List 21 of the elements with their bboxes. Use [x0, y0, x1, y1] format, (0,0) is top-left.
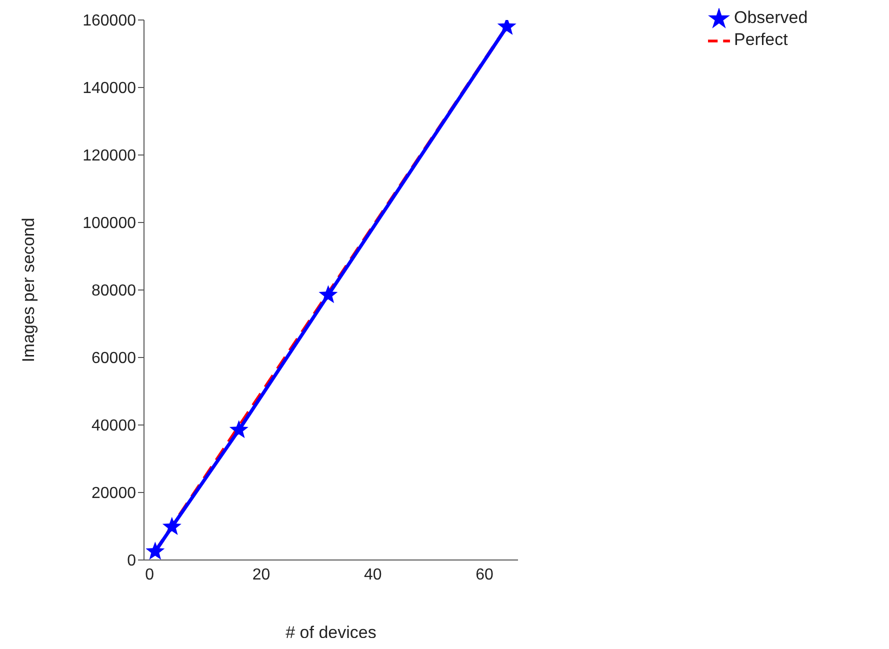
legend-label: Perfect — [734, 30, 788, 50]
point — [229, 420, 248, 438]
y-tick-label: 40000 — [92, 418, 136, 435]
y-tick-label: 0 — [127, 552, 136, 570]
point — [146, 542, 165, 560]
x-axis-title: # of devices — [286, 623, 376, 642]
y-axis-title: Images per second — [19, 218, 38, 362]
y-tick-label: 60000 — [92, 350, 136, 368]
y-tick-label: 160000 — [82, 12, 136, 30]
x-tick-label: 0 — [145, 566, 154, 584]
y-tick-label: 100000 — [82, 215, 136, 232]
legend-label: Observed — [734, 8, 808, 28]
x-tick-label: 40 — [364, 566, 382, 584]
x-tick-label: 60 — [476, 566, 494, 584]
y-tick-label: 140000 — [82, 80, 136, 98]
y-tick-label: 20000 — [92, 485, 136, 502]
point — [162, 516, 182, 536]
x-tick-label: 20 — [252, 566, 270, 584]
y-tick-label: 80000 — [92, 282, 136, 300]
point — [318, 285, 338, 304]
y-tick-label: 120000 — [82, 148, 136, 165]
